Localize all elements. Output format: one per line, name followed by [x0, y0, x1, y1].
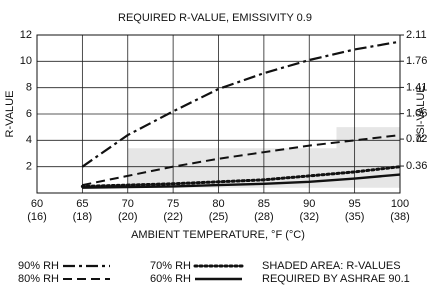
x-tick-label: 65 [76, 198, 88, 210]
legend-label: 70% RH [150, 260, 191, 272]
legend-label: 90% RH [18, 260, 59, 272]
series-line [80, 165, 402, 188]
x-tick-label-celsius: (25) [209, 211, 229, 223]
legend-label: 60% RH [150, 273, 191, 285]
y2-tick-label: 1.41 [406, 81, 427, 93]
legend-label: 80% RH [18, 273, 59, 285]
x-tick-label: 90 [303, 198, 315, 210]
series-line [82, 134, 401, 187]
x-tick-label-celsius: (32) [299, 211, 319, 223]
y2-axis-label: RSI-VALUE [415, 85, 427, 142]
plot-frame [36, 34, 401, 194]
y-axis-label: R-VALUE [4, 91, 16, 138]
x-tick-label-celsius: (38) [390, 211, 410, 223]
y2-tick-label: 1.76 [406, 55, 427, 67]
series-line [81, 40, 401, 168]
y-tick-label: 4 [26, 134, 32, 146]
x-tick-label: 60 [31, 198, 43, 210]
x-tick-label-celsius: (22) [163, 211, 183, 223]
y-tick-label: 6 [26, 108, 32, 120]
x-axis-label: AMBIENT TEMPERATURE, °F (°C) [131, 229, 305, 241]
x-tick-label: 75 [167, 198, 179, 210]
y2-tick-label: 2.11 [406, 29, 427, 41]
y-tick-label: 10 [20, 55, 32, 67]
x-tick-label-celsius: (16) [27, 211, 47, 223]
shaded-area-label: SHADED AREA: R-VALUES [262, 260, 401, 272]
y-tick-label: 2 [26, 161, 32, 173]
x-tick-label: 70 [122, 198, 134, 210]
x-tick-label: 85 [258, 198, 270, 210]
x-tick-label-celsius: (28) [254, 211, 274, 223]
y2-tick-label: 0.36 [406, 160, 427, 172]
y2-tick-label: 1.06 [406, 108, 427, 120]
y-tick-label: 12 [20, 29, 32, 41]
x-tick-label-celsius: (35) [345, 211, 365, 223]
x-tick-label: 80 [212, 198, 224, 210]
y2-tick-label: 0.72 [406, 133, 427, 145]
x-tick-label-celsius: (18) [73, 211, 93, 223]
y-tick-label: 8 [26, 82, 32, 94]
series-line [82, 173, 401, 189]
x-tick-label: 100 [391, 198, 409, 210]
x-tick-label: 95 [349, 198, 361, 210]
chart-title: REQUIRED R-VALUE, EMISSIVITY 0.9 [118, 12, 312, 24]
x-tick-label-celsius: (20) [118, 211, 138, 223]
shaded-area-label: REQUIRED BY ASHRAE 90.1 [262, 273, 410, 285]
